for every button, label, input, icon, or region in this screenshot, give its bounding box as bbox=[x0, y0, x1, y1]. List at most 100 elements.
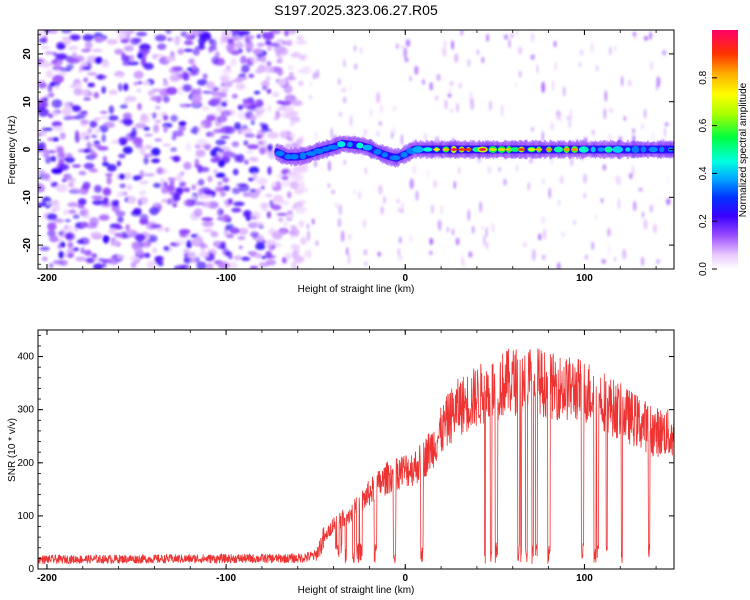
noise-blob bbox=[178, 228, 191, 235]
x-tick-label: 0 bbox=[402, 273, 408, 284]
noise-blob bbox=[231, 141, 240, 148]
noise-blob bbox=[93, 92, 100, 99]
noise-blob bbox=[288, 230, 297, 235]
noise-blob bbox=[257, 64, 266, 73]
noise-streak bbox=[400, 202, 405, 210]
track-peak bbox=[400, 151, 408, 158]
noise-blob bbox=[147, 90, 155, 97]
noise-blob bbox=[170, 147, 177, 152]
noise-blob bbox=[74, 134, 80, 143]
noise-blob bbox=[38, 31, 43, 37]
noise-blob bbox=[265, 250, 272, 259]
noise-streak bbox=[641, 211, 645, 218]
noise-blob bbox=[132, 175, 142, 181]
noise-blob bbox=[280, 47, 289, 56]
noise-streak bbox=[338, 111, 343, 117]
noise-streak bbox=[443, 48, 447, 58]
noise-blob bbox=[182, 84, 193, 92]
noise-blob bbox=[300, 237, 307, 245]
noise-streak bbox=[343, 86, 346, 93]
noise-blob bbox=[77, 189, 89, 195]
noise-blob bbox=[133, 70, 144, 79]
noise-blob bbox=[255, 188, 262, 195]
track-peak-hot bbox=[563, 148, 571, 151]
noise-blob bbox=[162, 95, 170, 103]
noise-blob bbox=[116, 191, 124, 198]
noise-blob bbox=[202, 228, 214, 233]
noise-streak bbox=[468, 251, 473, 258]
noise-blob bbox=[270, 183, 277, 187]
noise-blob bbox=[71, 164, 82, 168]
noise-blob bbox=[172, 155, 181, 163]
noise-streak bbox=[306, 223, 310, 230]
noise-blob bbox=[107, 115, 119, 121]
noise-blob bbox=[225, 224, 234, 229]
noise-streak bbox=[438, 219, 442, 232]
noise-blob bbox=[144, 252, 151, 259]
noise-blob bbox=[41, 256, 48, 262]
noise-streak bbox=[614, 257, 616, 262]
noise-blob bbox=[249, 265, 259, 269]
colorbar-label: Normalized spectral amplitude bbox=[738, 82, 749, 217]
noise-streak bbox=[363, 249, 368, 256]
noise-streak bbox=[443, 40, 447, 48]
noise-streak bbox=[400, 134, 403, 146]
x-tick-label: -100 bbox=[216, 273, 236, 284]
noise-streak bbox=[467, 209, 470, 222]
noise-blob bbox=[52, 59, 58, 63]
noise-blob bbox=[237, 236, 246, 240]
snr-x-label: Height of straight line (km) bbox=[298, 585, 415, 596]
noise-blob bbox=[185, 142, 192, 152]
noise-blob bbox=[222, 177, 230, 183]
noise-streak bbox=[510, 33, 514, 39]
noise-blob bbox=[234, 155, 241, 163]
noise-blob bbox=[102, 235, 110, 243]
noise-blob bbox=[162, 81, 169, 87]
noise-streak bbox=[608, 243, 611, 255]
noise-streak bbox=[569, 108, 573, 121]
y-tick-label: 0 bbox=[28, 564, 34, 575]
noise-streak bbox=[354, 63, 358, 70]
noise-blob bbox=[290, 116, 301, 123]
noise-streak bbox=[491, 222, 495, 233]
noise-blob bbox=[133, 81, 140, 86]
noise-blob bbox=[115, 210, 126, 217]
noise-streak bbox=[447, 93, 452, 98]
noise-blob bbox=[298, 220, 305, 228]
noise-blob bbox=[77, 112, 88, 117]
noise-blob bbox=[139, 218, 149, 225]
noise-blob bbox=[207, 175, 213, 183]
noise-blob bbox=[286, 191, 292, 199]
noise-blob bbox=[242, 192, 251, 197]
noise-blob bbox=[183, 187, 191, 193]
noise-blob bbox=[46, 213, 58, 221]
noise-blob bbox=[47, 222, 57, 231]
track-peak bbox=[337, 141, 346, 148]
noise-blob bbox=[178, 121, 187, 126]
noise-blob bbox=[123, 172, 132, 180]
noise-blob bbox=[85, 135, 90, 140]
noise-streak bbox=[481, 56, 485, 64]
noise-blob bbox=[295, 39, 307, 45]
noise-blob bbox=[118, 153, 126, 159]
noise-blob bbox=[59, 132, 66, 140]
noise-blob bbox=[76, 239, 84, 244]
noise-streak bbox=[559, 175, 564, 184]
noise-blob bbox=[87, 127, 93, 134]
noise-blob bbox=[161, 198, 168, 203]
noise-streak bbox=[342, 96, 347, 104]
noise-blob bbox=[276, 67, 284, 77]
noise-streak bbox=[557, 262, 561, 269]
noise-blob bbox=[51, 167, 63, 175]
noise-blob bbox=[131, 241, 140, 250]
noise-blob bbox=[46, 201, 51, 205]
noise-blob bbox=[220, 101, 228, 107]
noise-streak bbox=[649, 32, 653, 40]
noise-blob bbox=[133, 250, 145, 255]
noise-blob bbox=[66, 176, 74, 181]
noise-blob bbox=[276, 100, 286, 104]
noise-blob bbox=[163, 246, 170, 251]
noise-blob bbox=[298, 80, 304, 87]
noise-blob bbox=[40, 61, 52, 68]
track-peak bbox=[510, 147, 520, 152]
